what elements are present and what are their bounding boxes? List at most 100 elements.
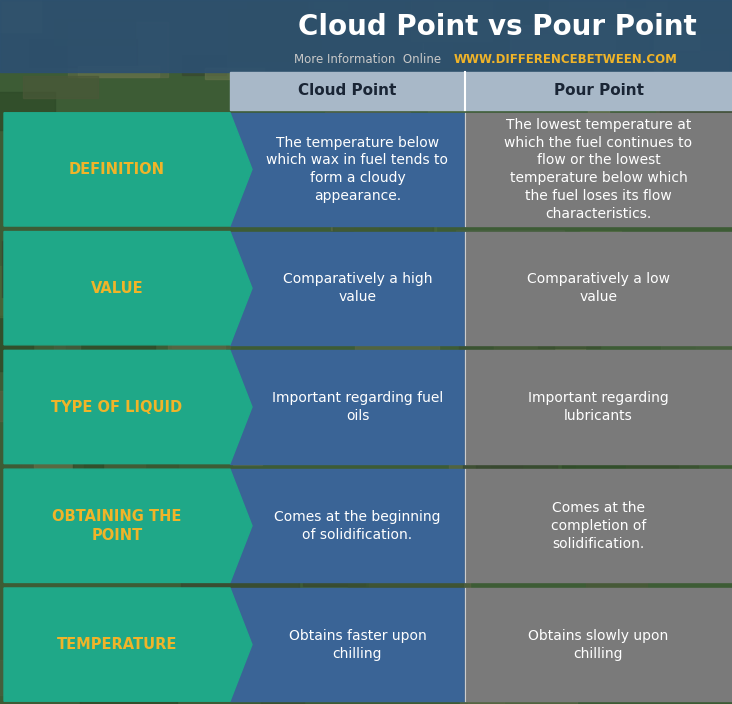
Bar [0,316,34,371]
Bar [182,54,226,75]
Bar [54,19,135,45]
Bar [172,270,231,348]
Text: Important regarding
lubricants: Important regarding lubricants [528,391,669,423]
Bar [469,183,566,199]
Bar [465,469,732,582]
Text: The lowest temperature at
which the fuel continues to
flow or the lowest
tempera: The lowest temperature at which the fuel… [504,118,692,221]
Bar [83,416,178,476]
Bar [20,455,72,515]
Bar [0,0,42,32]
Bar [510,25,616,53]
Bar [319,405,367,419]
Bar [638,483,660,558]
Bar [168,344,225,381]
Polygon shape [4,588,252,701]
Text: The temperature below
which wax in fuel tends to
form a cloudy
appearance.: The temperature below which wax in fuel … [266,136,449,203]
Bar [656,86,732,133]
Bar [348,522,463,586]
Bar [427,99,465,136]
Bar [670,511,732,542]
Bar [261,679,304,704]
Bar [411,0,492,41]
Text: Cloud Point: Cloud Point [299,84,397,99]
Bar [266,516,348,532]
Bar [67,23,168,77]
Bar [230,469,465,582]
Bar [507,255,598,279]
Bar [531,665,578,677]
Polygon shape [4,351,252,464]
Bar [230,72,465,110]
Bar [572,384,681,454]
Bar [659,616,732,667]
Text: More Information  Online: More Information Online [294,53,449,65]
Bar [459,291,554,365]
Bar [538,274,600,348]
Text: WWW.DIFFERENCEBETWEEN.COM: WWW.DIFFERENCEBETWEEN.COM [454,53,678,65]
Bar [497,609,608,654]
Bar [491,418,575,472]
Bar [589,75,609,121]
Bar [482,194,538,225]
Bar [0,267,76,317]
Text: Comes at the beginning
of solidification.: Comes at the beginning of solidification… [274,510,441,541]
Bar [494,281,585,358]
Bar [355,332,439,360]
Bar [294,617,359,650]
Bar [423,43,452,67]
Text: Obtains slowly upon
chilling: Obtains slowly upon chilling [529,629,668,660]
Bar [465,113,732,226]
Bar [449,460,521,509]
Bar [8,118,99,133]
Bar [221,490,328,516]
Polygon shape [4,232,252,345]
Bar [562,425,678,483]
Bar [247,0,313,47]
Bar [338,240,427,282]
Bar [130,304,190,318]
Text: DEFINITION: DEFINITION [69,162,165,177]
Text: Cloud Point vs Pour Point: Cloud Point vs Pour Point [299,13,697,42]
Bar [23,76,98,98]
Bar [34,439,145,467]
Bar [369,580,470,647]
Bar [425,391,470,426]
Bar [362,135,403,189]
Bar [626,427,698,491]
Bar [78,66,159,77]
Bar [230,588,465,701]
Bar [660,96,732,134]
Bar [632,241,686,275]
Bar [425,476,541,538]
Bar [1,241,56,296]
Bar [460,655,577,704]
Bar [495,276,524,329]
Bar [542,260,572,277]
Bar [465,588,732,701]
Polygon shape [4,469,252,582]
Bar [580,231,621,260]
Bar [233,415,262,465]
Bar [424,39,529,80]
Bar [668,0,732,34]
Bar [468,677,504,704]
Bar [613,279,657,337]
Bar [488,614,552,638]
Bar [496,1,567,33]
Bar [354,184,436,260]
Bar [456,230,564,292]
Bar [29,39,137,67]
Bar [696,382,732,446]
Bar [181,560,299,629]
Bar [652,390,725,458]
Bar [0,660,73,696]
Bar [303,515,365,586]
Bar [288,501,348,551]
Bar [654,27,700,87]
Bar [310,0,347,10]
Text: Comparatively a low
value: Comparatively a low value [527,272,670,304]
Text: TYPE OF LIQUID: TYPE OF LIQUID [51,399,182,415]
Bar [556,9,649,62]
Bar [334,191,433,234]
Bar [94,236,154,262]
